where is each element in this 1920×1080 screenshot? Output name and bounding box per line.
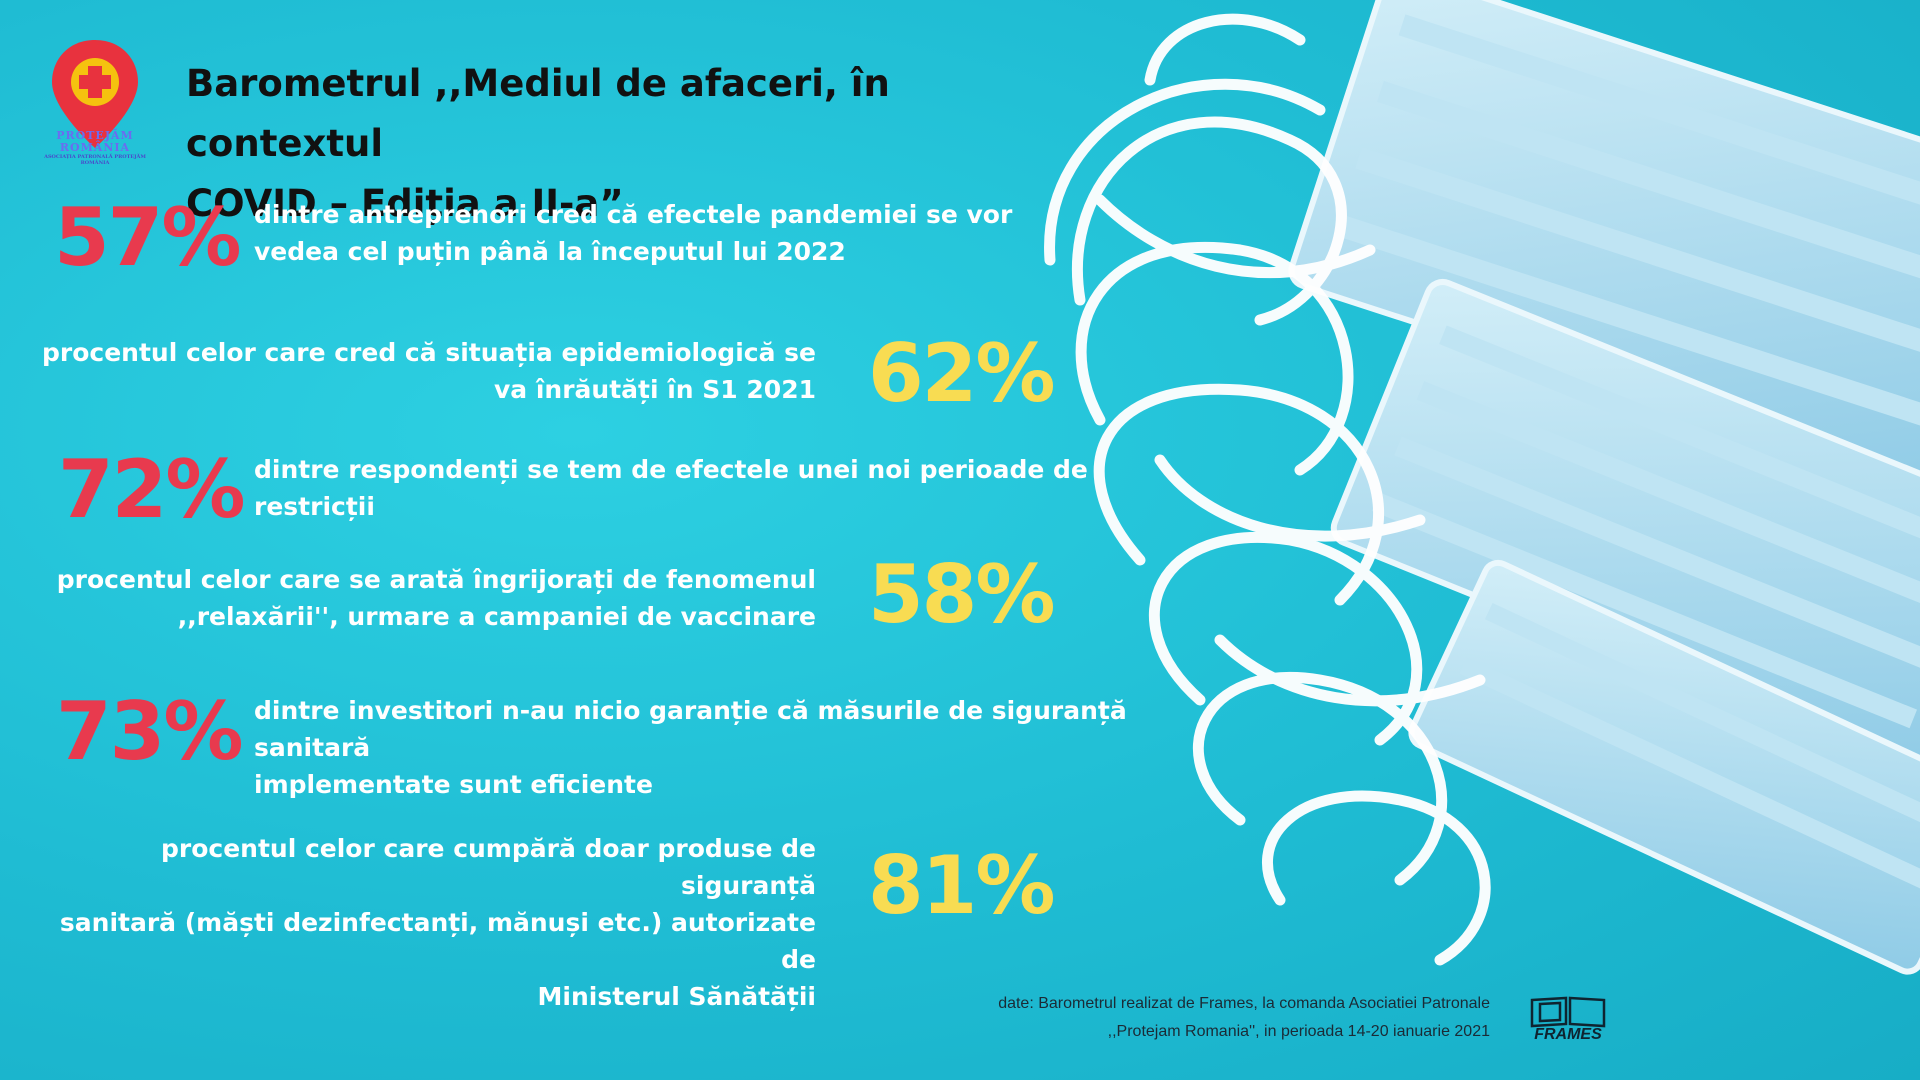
stat-text-1: dintre antreprenori cred că efectele pan… bbox=[254, 196, 1074, 270]
stat-text-6-line3: Ministerul Sănătății bbox=[537, 982, 816, 1011]
stat-value-1: 57% bbox=[54, 191, 241, 284]
stat-text-3-line2: restricții bbox=[254, 492, 375, 521]
stat-value-6: 81% bbox=[868, 839, 1055, 932]
stat-text-3: dintre respondenți se tem de efectele un… bbox=[254, 451, 1094, 525]
stat-text-5-line2: implementate sunt eficiente bbox=[254, 770, 653, 799]
source-note: date: Barometrul realizat de Frames, la … bbox=[790, 990, 1490, 1046]
stat-value-4: 58% bbox=[868, 548, 1055, 641]
title-line1: Barometrul ,,Mediul de afaceri, în conte… bbox=[186, 62, 890, 165]
stat-text-2-line2: va înrăutăți în S1 2021 bbox=[493, 375, 816, 404]
stat-text-2: procentul celor care cred că situația ep… bbox=[30, 334, 816, 408]
frames-logo-icon bbox=[1530, 996, 1606, 1028]
face-masks-image bbox=[1044, 0, 1920, 975]
stat-value-2: 62% bbox=[868, 327, 1055, 420]
source-line1: date: Barometrul realizat de Frames, la … bbox=[998, 995, 1490, 1012]
stat-text-6-line2: sanitară (măști dezinfectanți, mănuși et… bbox=[59, 908, 816, 974]
stat-text-5-line1: dintre investitori n-au nicio garanție c… bbox=[254, 696, 1127, 762]
stat-value-5: 73% bbox=[56, 685, 243, 778]
stat-text-4-line2: ,,relaxării'', urmare a campaniei de vac… bbox=[177, 602, 816, 631]
stat-text-5: dintre investitori n-au nicio garanție c… bbox=[254, 692, 1214, 803]
map-pin-cross-icon bbox=[52, 40, 138, 148]
stat-text-2-line1: procentul celor care cred că situația ep… bbox=[42, 338, 816, 367]
source-line2: ,,Protejam Romania'', in perioada 14-20 … bbox=[1107, 1023, 1490, 1040]
frames-logo-label: FRAMES bbox=[1534, 1026, 1602, 1043]
stat-text-6-line1: procentul celor care cumpără doar produs… bbox=[160, 834, 816, 900]
stat-text-1-line2: vedea cel puțin până la începutul lui 20… bbox=[254, 237, 846, 266]
stat-text-4-line1: procentul celor care se arată îngrijoraț… bbox=[56, 565, 816, 594]
stat-text-6: procentul celor care cumpără doar produs… bbox=[30, 830, 816, 1015]
stat-text-1-line1: dintre antreprenori cred că efectele pan… bbox=[254, 200, 1013, 229]
logo-text-line3: ASOCIAȚIA PATRONALĂ PROTEJĂM ROMÂNIA bbox=[44, 154, 146, 166]
logo-text-line1: PROTEJĂM bbox=[56, 129, 134, 142]
logo-text-line2: ROMÂNIA bbox=[59, 141, 131, 154]
page-title: Barometrul ,,Mediul de afaceri, în conte… bbox=[186, 54, 1086, 234]
stat-value-3: 72% bbox=[58, 443, 245, 536]
stat-text-4: procentul celor care se arată îngrijoraț… bbox=[30, 561, 816, 635]
stat-text-3-line1: dintre respondenți se tem de efectele un… bbox=[254, 455, 1088, 484]
title-line2: COVID – Ediția a II-a” bbox=[186, 182, 624, 225]
